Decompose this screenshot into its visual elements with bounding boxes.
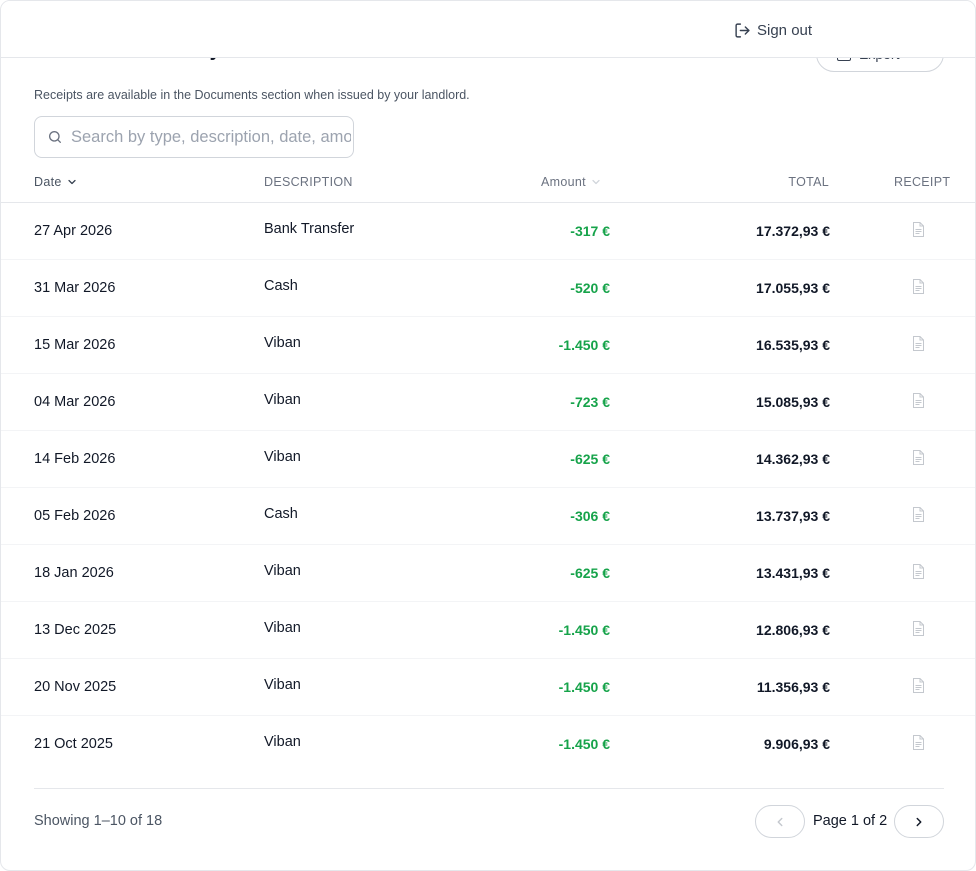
search-input[interactable] (71, 127, 351, 147)
receipt-document-icon[interactable] (912, 336, 925, 351)
row-total: 17.372,93 € (756, 223, 830, 239)
receipt-document-icon[interactable] (912, 507, 925, 522)
row-description: Viban (264, 392, 301, 408)
receipt-document-icon[interactable] (912, 564, 925, 579)
sign-out-button[interactable]: Sign out (734, 19, 812, 41)
column-description-label: DESCRIPTION (264, 175, 353, 189)
row-total: 9.906,93 € (763, 736, 830, 752)
row-amount: -1.450 € (558, 337, 610, 353)
row-date: 27 Apr 2026 (34, 223, 113, 239)
row-description: Viban (264, 563, 301, 579)
row-description: Viban (264, 449, 301, 465)
chevron-down-icon (592, 179, 600, 185)
receipt-document-icon[interactable] (912, 450, 925, 465)
row-date: 18 Jan 2026 (34, 565, 114, 581)
row-amount: -1.450 € (558, 736, 610, 752)
table-row: 14 Feb 2026 Viban -625 € 14.362,93 € (1, 431, 975, 488)
chevron-right-icon (916, 817, 922, 826)
table-body: 27 Apr 2026 Bank Transfer -317 € 17.372,… (1, 203, 975, 773)
row-date: 13 Dec 2025 (34, 622, 117, 638)
search-box[interactable] (34, 116, 354, 158)
row-amount: -1.450 € (558, 622, 610, 638)
column-total-label: TOTAL (788, 175, 829, 189)
row-amount: -625 € (570, 451, 610, 467)
row-description: Bank Transfer (264, 221, 355, 237)
table-row: 13 Dec 2025 Viban -1.450 € 12.806,93 € (1, 602, 975, 659)
column-header-date[interactable]: Date (34, 175, 78, 189)
receipt-document-icon[interactable] (912, 222, 925, 237)
row-date: 04 Mar 2026 (34, 394, 116, 410)
top-header: Sign out (1, 1, 975, 58)
column-header-description: DESCRIPTION (264, 175, 353, 189)
column-header-amount[interactable]: Amount (541, 175, 602, 189)
row-total: 17.055,93 € (756, 280, 830, 296)
table-row: 27 Apr 2026 Bank Transfer -317 € 17.372,… (1, 203, 975, 260)
chevron-left-icon (777, 817, 783, 826)
table-row: 18 Jan 2026 Viban -625 € 13.431,93 € (1, 545, 975, 602)
receipts-note: Receipts are available in the Documents … (34, 88, 470, 102)
table-row: 21 Oct 2025 Viban -1.450 € 9.906,93 € (1, 716, 975, 773)
previous-page-button[interactable] (755, 805, 805, 838)
row-amount: -520 € (570, 280, 610, 296)
row-description: Viban (264, 620, 301, 636)
row-date: 05 Feb 2026 (34, 508, 116, 524)
column-receipt-label: RECEIPT (894, 175, 951, 189)
column-date-label: Date (34, 175, 62, 189)
row-total: 15.085,93 € (756, 394, 830, 410)
row-total: 13.431,93 € (756, 565, 830, 581)
row-total: 14.362,93 € (756, 451, 830, 467)
row-total: 13.737,93 € (756, 508, 830, 524)
table-row: 04 Mar 2026 Viban -723 € 15.085,93 € (1, 374, 975, 431)
table-row: 20 Nov 2025 Viban -1.450 € 11.356,93 € (1, 659, 975, 716)
row-description: Viban (264, 335, 301, 351)
receipt-document-icon[interactable] (912, 735, 925, 750)
column-amount-label: Amount (541, 175, 586, 189)
receipt-document-icon[interactable] (912, 621, 925, 636)
row-amount: -317 € (570, 223, 610, 239)
row-total: 12.806,93 € (756, 622, 830, 638)
page-indicator: Page 1 of 2 (813, 813, 888, 829)
receipt-document-icon[interactable] (912, 279, 925, 294)
receipt-document-icon[interactable] (912, 678, 925, 693)
table-row: 31 Mar 2026 Cash -520 € 17.055,93 € (1, 260, 975, 317)
row-total: 11.356,93 € (756, 679, 830, 695)
column-header-total: TOTAL (788, 175, 829, 189)
search-icon (49, 131, 61, 143)
row-amount: -723 € (570, 394, 610, 410)
table-row: 05 Feb 2026 Cash -306 € 13.737,93 € (1, 488, 975, 545)
row-description: Cash (264, 278, 298, 294)
table-header: Date DESCRIPTION Amount TOTAL RECEIPT (1, 165, 975, 203)
row-total: 16.535,93 € (756, 337, 830, 353)
row-amount: -625 € (570, 565, 610, 581)
row-date: 31 Mar 2026 (34, 280, 116, 296)
row-date: 15 Mar 2026 (34, 337, 116, 353)
row-date: 20 Nov 2025 (34, 679, 117, 695)
pagination-summary: Showing 1–10 of 18 (34, 813, 163, 829)
row-amount: -1.450 € (558, 679, 610, 695)
row-description: Viban (264, 734, 301, 750)
receipt-document-icon[interactable] (912, 393, 925, 408)
next-page-button[interactable] (894, 805, 944, 838)
row-date: 21 Oct 2025 (34, 736, 113, 752)
column-header-receipt: RECEIPT (894, 175, 950, 189)
row-description: Cash (264, 506, 298, 522)
row-amount: -306 € (570, 508, 610, 524)
row-date: 14 Feb 2026 (34, 451, 116, 467)
sign-out-icon (735, 22, 750, 38)
footer-divider (34, 788, 944, 789)
chevron-down-icon (67, 179, 76, 185)
row-description: Viban (264, 677, 301, 693)
sign-out-label: Sign out (757, 21, 813, 39)
table-row: 15 Mar 2026 Viban -1.450 € 16.535,93 € (1, 317, 975, 374)
